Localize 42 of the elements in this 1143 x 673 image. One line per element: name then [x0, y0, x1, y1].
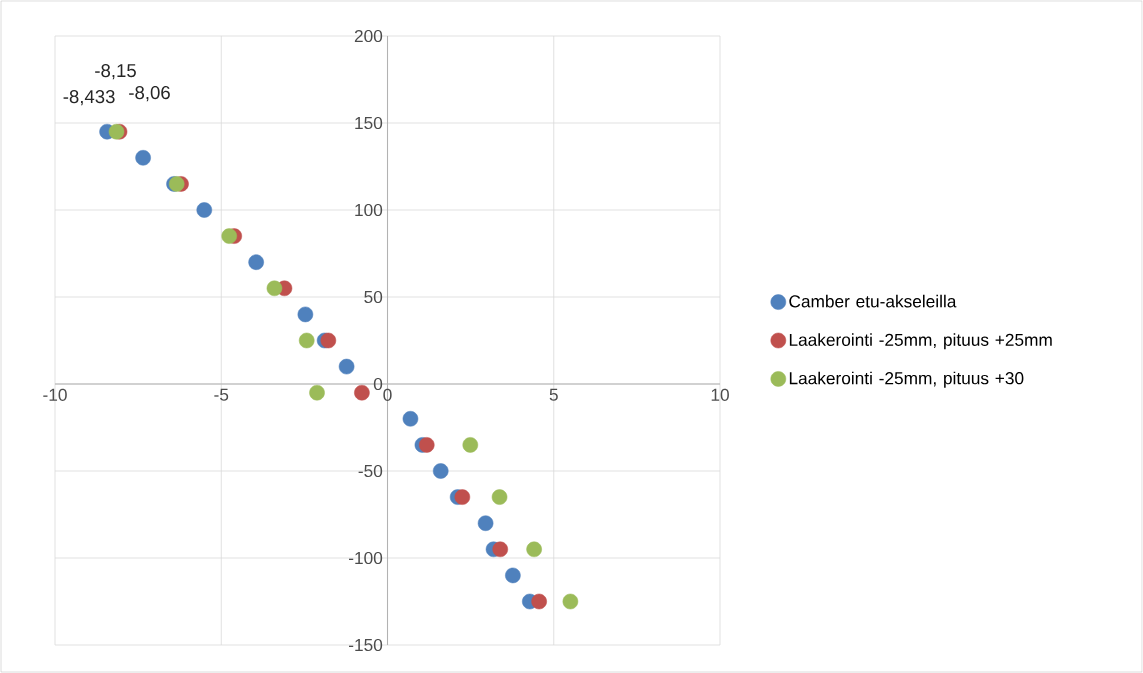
point [492, 541, 508, 558]
point [531, 593, 547, 610]
legend-label: Laakerointi -25mm, pituus +25mm [789, 333, 1052, 350]
y-tick-label: 0 [373, 377, 383, 391]
point [354, 384, 370, 401]
x-tick-label: 10 [711, 388, 729, 401]
point [196, 202, 213, 218]
point [432, 463, 449, 479]
point [402, 411, 419, 427]
legend-label: Laakerointi -25mm, pituus +30 [789, 371, 1024, 388]
y-tick-label: 150 [355, 116, 383, 130]
annotation: -8,433 [63, 90, 115, 106]
point [505, 567, 521, 584]
point [562, 593, 579, 610]
annotation: -8,15 [95, 64, 136, 80]
y-tick-label: -150 [349, 638, 383, 652]
point [309, 384, 325, 401]
annotation: -8,06 [129, 86, 170, 102]
point [221, 228, 237, 244]
y-tick-label: 200 [354, 29, 383, 43]
y-tick-label: -50 [358, 464, 383, 478]
point [338, 358, 355, 375]
point [135, 150, 151, 166]
point [462, 437, 479, 453]
x-tick-label: -5 [214, 388, 229, 401]
point [491, 489, 508, 505]
point [297, 306, 314, 323]
legend-label: Camber etu-akseleilla [789, 294, 957, 308]
point [320, 332, 337, 349]
point [266, 280, 283, 297]
point [248, 254, 264, 270]
point [477, 515, 494, 531]
y-tick-label: -100 [349, 551, 383, 565]
y-tick-label: 100 [355, 203, 383, 217]
x-tick-label: 0 [383, 388, 392, 401]
point [526, 541, 542, 558]
point [454, 489, 471, 505]
y-tick-label: 50 [364, 290, 383, 304]
point [298, 332, 315, 349]
x-tick-label: -10 [43, 388, 67, 401]
point [418, 437, 435, 453]
x-tick-label: 5 [549, 388, 558, 401]
